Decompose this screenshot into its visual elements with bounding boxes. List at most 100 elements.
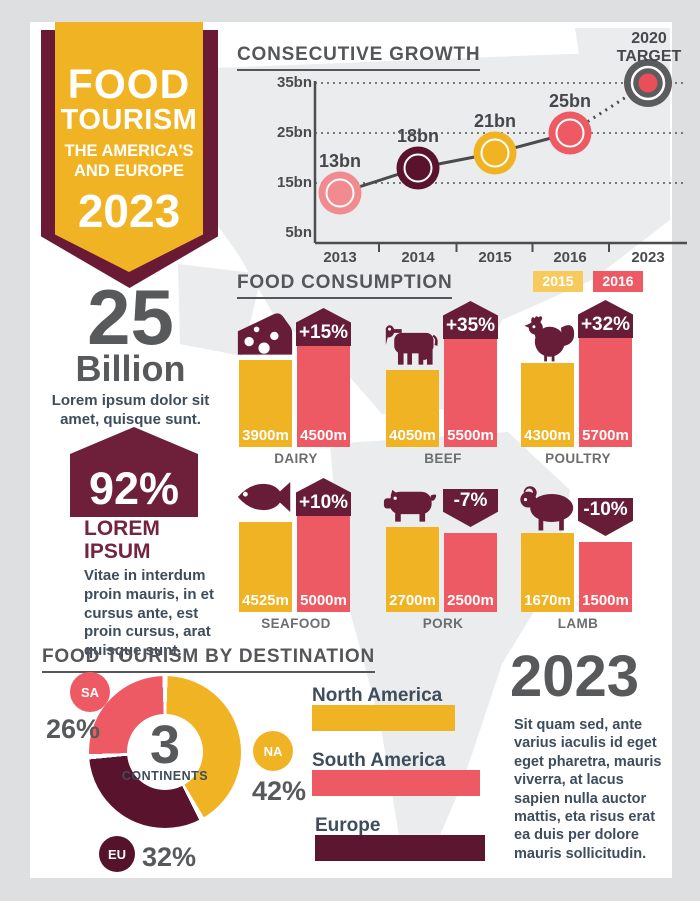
bar-2016-value: 5000m <box>300 592 347 609</box>
destination-label-south-america: South America <box>312 750 446 771</box>
banner-title-line1: FOOD <box>67 61 191 107</box>
fish-icon <box>237 482 291 512</box>
bar-2016: 5000m <box>297 515 350 612</box>
data-point-ring <box>403 153 433 183</box>
y-tick-label: 35bn <box>276 74 312 91</box>
consumption-section-title: FOOD CONSUMPTION <box>237 272 453 299</box>
cheese-icon <box>237 313 293 355</box>
bar-2015-value: 1670m <box>524 592 571 609</box>
continent-chip-sa: SA <box>70 672 110 712</box>
x-tick-label: 2014 <box>401 249 435 266</box>
target-annotation: 2020 TARGET <box>616 30 682 66</box>
category-label-poultry: POULTRY <box>545 451 611 466</box>
donut-center-label: 3 CONTINENTS <box>89 676 241 828</box>
banner-title-line2: TOURISM <box>60 104 198 136</box>
x-tick-label: 2016 <box>553 249 587 266</box>
change-value: -10% <box>583 499 628 520</box>
growth-line-plot <box>313 59 687 252</box>
target-point-dot <box>638 73 658 93</box>
consumption-group-poultry: 4300m 5700m +32% <box>521 287 635 447</box>
x-tick-label: 2013 <box>323 249 357 266</box>
change-badge: -7% <box>443 489 498 527</box>
poster-page: FOOD TOURISM THE AMERICA'S AND EUROPE 20… <box>30 22 687 878</box>
badge-title: LOREM IPSUM <box>84 517 160 563</box>
big-number-caption: Lorem ipsum dolor sit amet, quisque sunt… <box>51 392 210 428</box>
bar-2015-value: 3900m <box>242 427 289 444</box>
bar-2015: 4050m <box>386 370 439 447</box>
continent-chip-na: NA <box>253 731 293 771</box>
category-label-pork: PORK <box>422 616 464 631</box>
change-value: +35% <box>445 315 496 336</box>
target-point-ring <box>630 65 666 101</box>
category-label-beef: BEEF <box>424 451 462 466</box>
point-value-label: 25bn <box>548 91 591 111</box>
bar-2016-value: 5700m <box>582 427 629 444</box>
continent-share-sa: 26% <box>46 714 101 744</box>
big-number-unit: Billion <box>75 348 186 390</box>
data-point-2016 <box>548 111 592 155</box>
bar-2016: 5500m <box>444 338 497 447</box>
change-value: -7% <box>453 490 488 511</box>
y-tick-label: 25bn <box>276 124 312 141</box>
data-point-2015 <box>473 131 517 175</box>
category-label-seafood: SEAFOOD <box>261 616 331 631</box>
bar-2016-value: 2500m <box>447 592 494 609</box>
big-number: 25 <box>87 273 174 361</box>
change-value: +10% <box>298 492 349 513</box>
bar-2015: 2700m <box>386 527 439 612</box>
bar-2016-value: 1500m <box>582 592 629 609</box>
category-label-dairy: DAIRY <box>274 451 318 466</box>
closing-paragraph: Sit quam sed, ante varius iaculis id ege… <box>514 717 662 862</box>
point-value-label: 21bn <box>473 111 516 131</box>
change-badge: +32% <box>578 300 633 338</box>
destination-bar-north-america <box>312 705 455 731</box>
banner-subtitle-line1: THE AMERICA'S <box>64 141 194 160</box>
change-badge: +35% <box>443 301 498 339</box>
pig-icon <box>383 489 437 522</box>
bar-2015: 3900m <box>239 360 292 447</box>
donut-center-number: 3 <box>149 714 181 775</box>
growth-section-title: CONSECUTIVE GROWTH <box>237 44 481 71</box>
data-point-2014 <box>396 146 440 190</box>
bar-2016: 1500m <box>579 542 632 612</box>
legend-chip-2015: 2015 <box>533 271 583 292</box>
destination-section-title: FOOD TOURISM BY DESTINATION <box>42 646 376 673</box>
destination-bar-europe <box>315 835 485 861</box>
bar-2016: 5700m <box>579 337 632 447</box>
category-label-lamb: LAMB <box>557 616 599 631</box>
banner-subtitle-line2: AND EUROPE <box>73 161 184 180</box>
point-value-label: 18bn <box>396 126 439 146</box>
change-value: +15% <box>298 322 349 343</box>
bar-2015-value: 4525m <box>242 592 289 609</box>
bar-2016: 4500m <box>297 345 350 447</box>
y-tick-label: 5bn <box>285 224 312 241</box>
x-tick-label: 2015 <box>478 249 512 266</box>
continent-share-eu: 32% <box>142 842 197 872</box>
change-value: +32% <box>580 314 631 335</box>
banner-ribbon: FOOD TOURISM THE AMERICA'S AND EUROPE 20… <box>55 22 203 272</box>
change-badge: -10% <box>578 498 633 536</box>
data-point-2013 <box>318 171 362 215</box>
destination-label-north-america: North America <box>312 685 443 706</box>
donut-center-caption: CONTINENTS <box>121 769 209 784</box>
destination-bar-south-america <box>312 770 480 796</box>
legend-chip-2016: 2016 <box>593 271 643 292</box>
continent-share-na: 42% <box>252 776 307 806</box>
bar-2015: 1670m <box>521 533 574 612</box>
data-point-ring <box>480 138 510 168</box>
bar-2016-value: 4500m <box>300 427 347 444</box>
closing-year: 2023 <box>510 644 640 709</box>
banner-year: 2023 <box>77 185 181 238</box>
x-tick-label: 2023 <box>631 249 665 266</box>
consumption-group-lamb: 1670m 1500m -10% <box>520 452 635 612</box>
rooster-icon <box>524 316 575 362</box>
bar-2016-value: 5500m <box>447 427 494 444</box>
change-badge: +15% <box>296 308 351 346</box>
sheep-icon <box>520 486 574 531</box>
consumption-group-dairy: 3900m 4500m +15% <box>237 287 353 447</box>
badge-caption: Vitae in interdum proin mauris, in et cu… <box>84 567 215 659</box>
cow-icon <box>385 325 438 365</box>
bar-2015-value: 4050m <box>389 427 436 444</box>
data-point-ring <box>555 118 585 148</box>
